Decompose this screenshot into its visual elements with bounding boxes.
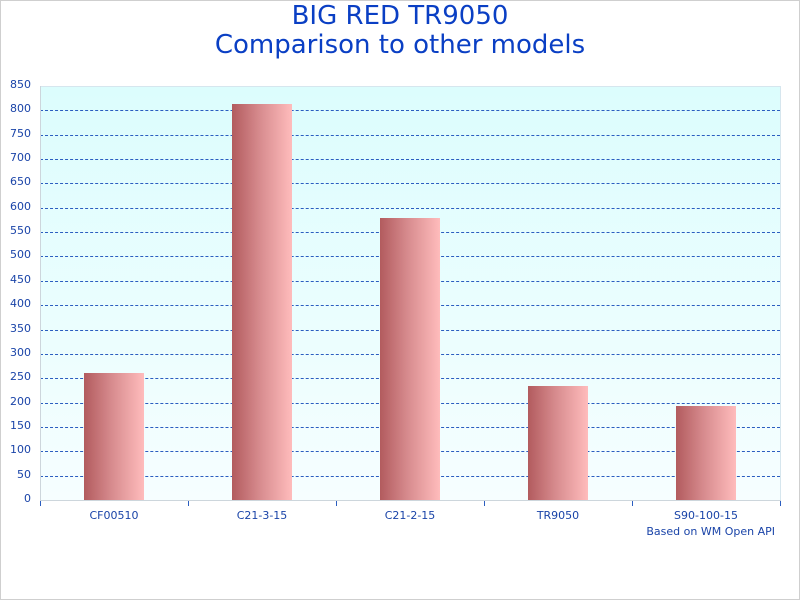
y-tick-label: 200 [10,395,31,408]
x-tick-mark [632,501,633,506]
x-tick-label: C21-3-15 [236,509,288,522]
y-tick-label: 800 [10,102,31,115]
y-axis-line [40,86,41,501]
gridline [40,135,780,136]
bar-cf00510[interactable] [84,373,144,500]
x-tick-label: C21-2-15 [384,509,436,522]
x-tick-label: TR9050 [536,509,580,522]
x-tick-label: CF00510 [89,509,139,522]
y-tick-label: 600 [10,200,31,213]
y-tick-label: 400 [10,297,31,310]
gridline [40,183,780,184]
x-tick-mark [484,501,485,506]
y-tick-label: 850 [10,78,31,91]
y-tick-label: 500 [10,248,31,261]
x-tick-mark [40,501,41,506]
y-tick-label: 50 [17,468,31,481]
y-tick-label: 0 [24,492,31,505]
chart-title-line2: Comparison to other models [214,30,586,60]
y-tick-label: 550 [10,224,31,237]
source-footnote: Based on WM Open API [646,525,775,538]
y-tick-label: 350 [10,322,31,335]
y-tick-label: 100 [10,443,31,456]
y-tick-label: 750 [10,127,31,140]
chart-title: BIG RED TR9050 Comparison to other model… [0,2,800,60]
y-tick-label: 700 [10,151,31,164]
bar-c21-2-15[interactable] [380,218,440,500]
bar-tr9050[interactable] [528,386,588,500]
x-axis-line [40,500,781,501]
chart-title-line1: BIG RED TR9050 [291,1,509,31]
y-tick-label: 300 [10,346,31,359]
y-tick-label: 250 [10,370,31,383]
y-tick-label: 450 [10,273,31,286]
x-tick-label: S90-100-15 [674,509,738,522]
x-tick-mark [336,501,337,506]
gridline [40,110,780,111]
bar-c21-3-15[interactable] [232,104,292,500]
y-tick-label: 650 [10,175,31,188]
gridline [40,159,780,160]
x-tick-mark [188,501,189,506]
gridline [40,208,780,209]
x-tick-mark [780,501,781,506]
bar-s90-100-15[interactable] [676,406,736,500]
y-tick-label: 150 [10,419,31,432]
